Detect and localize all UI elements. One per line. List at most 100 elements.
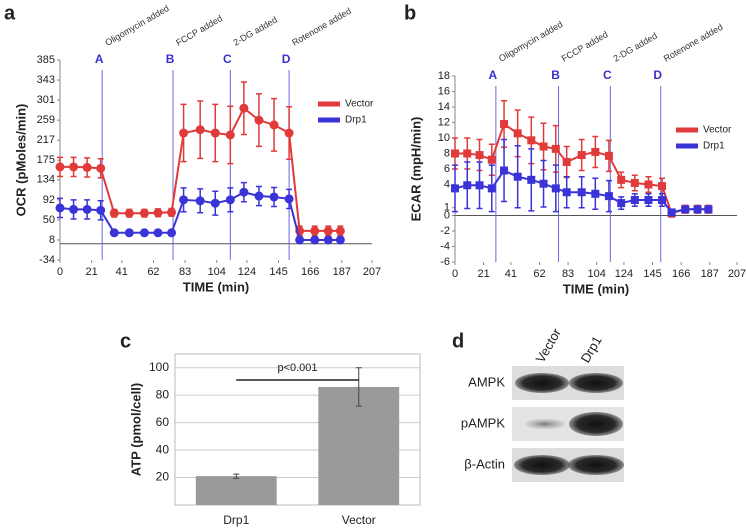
event-letter: B	[551, 68, 560, 82]
plot-frame	[174, 353, 421, 506]
point	[284, 194, 294, 204]
point	[681, 205, 690, 214]
point	[562, 188, 571, 197]
point	[55, 162, 65, 172]
y-tick-label: 0	[444, 209, 450, 221]
point	[551, 184, 560, 193]
x-tick-label: 187	[333, 266, 351, 278]
y-tick-label: 20	[156, 470, 170, 484]
point	[513, 172, 522, 181]
point	[475, 181, 484, 190]
x-tick-label: 124	[615, 268, 633, 280]
point	[658, 196, 667, 204]
point	[153, 208, 163, 218]
point	[109, 228, 119, 238]
band	[514, 455, 570, 475]
y-tick-label: 40	[156, 442, 170, 456]
x-axis-label: TIME (min)	[563, 281, 629, 296]
point	[82, 162, 92, 172]
x-tick-label: 62	[147, 266, 159, 278]
point	[451, 149, 459, 158]
point	[630, 178, 639, 187]
point	[551, 144, 560, 153]
panel-letter: a	[4, 2, 16, 24]
x-tick-label: 166	[301, 266, 319, 278]
event-letter: C	[223, 52, 232, 66]
point	[239, 187, 249, 197]
event-label: Oligomycin added	[103, 3, 170, 48]
y-tick-label: -6	[440, 256, 450, 268]
point	[167, 228, 177, 238]
blot-panel: d Vector Drp1 AMPK pAMPK β-Actin	[452, 325, 624, 482]
point	[210, 198, 220, 208]
row-label: pAMPK	[461, 415, 505, 430]
point	[295, 235, 305, 245]
y-tick-label: 18	[438, 70, 450, 82]
event-letter: B	[166, 52, 175, 66]
y-tick-label: 217	[37, 134, 55, 146]
point	[179, 195, 189, 205]
event-label: Oligomycin added	[497, 19, 564, 64]
y-tick-label: 4	[444, 178, 450, 190]
point	[577, 188, 586, 197]
event-label: Rotenone added	[290, 6, 353, 48]
point	[167, 207, 177, 217]
point	[124, 208, 134, 218]
point	[617, 175, 626, 184]
point	[451, 184, 459, 193]
event-label: 2-DG added	[232, 15, 279, 48]
point	[335, 226, 345, 236]
legend-label: Vector	[703, 125, 732, 136]
point	[463, 181, 472, 190]
y-tick-label: 92	[43, 194, 55, 206]
lane-label: Vector	[533, 325, 565, 365]
x-axis-label: TIME (min)	[183, 279, 249, 294]
point	[310, 235, 320, 245]
x-tick-label: Vector	[342, 513, 376, 527]
point	[124, 228, 134, 238]
x-tick-label: 207	[728, 268, 746, 280]
point	[69, 204, 79, 214]
point	[487, 184, 496, 193]
x-tick-label: 124	[238, 266, 256, 278]
point	[577, 151, 586, 160]
point	[195, 196, 205, 206]
point	[153, 228, 163, 238]
y-axis-label: ATP (pmol/cell)	[128, 383, 143, 476]
y-axis-label: ECAR (mpH/min)	[408, 117, 423, 222]
point	[55, 203, 65, 213]
y-tick-label: 60	[156, 415, 170, 429]
x-tick-label: 104	[588, 268, 606, 280]
x-tick-label: 41	[116, 266, 128, 278]
y-tick-label: 301	[37, 94, 55, 106]
band	[525, 419, 565, 429]
y-tick-label: 80	[156, 387, 170, 401]
x-tick-label: Drp1	[223, 513, 249, 527]
point	[475, 151, 484, 160]
y-tick-label: 259	[37, 114, 55, 126]
point	[539, 142, 548, 151]
point	[254, 115, 264, 125]
point	[667, 208, 676, 217]
point	[284, 128, 294, 138]
point	[693, 205, 702, 214]
point	[604, 151, 613, 160]
event-label: 2-DG added	[611, 31, 658, 64]
event-letter: D	[653, 68, 662, 82]
band	[515, 373, 569, 393]
row-label: β-Actin	[464, 456, 505, 471]
x-tick-label: 145	[643, 268, 661, 280]
x-tick-label: 145	[269, 266, 287, 278]
x-tick-label: 83	[562, 268, 574, 280]
event-letter: A	[95, 52, 104, 66]
point	[487, 155, 496, 164]
point	[179, 128, 189, 138]
y-tick-label: 8	[49, 234, 55, 246]
x-tick-label: 83	[179, 266, 191, 278]
point	[69, 162, 79, 172]
x-tick-label: 166	[672, 268, 690, 280]
point	[527, 175, 536, 184]
legend-label: Drp1	[703, 141, 725, 152]
point	[82, 204, 92, 214]
